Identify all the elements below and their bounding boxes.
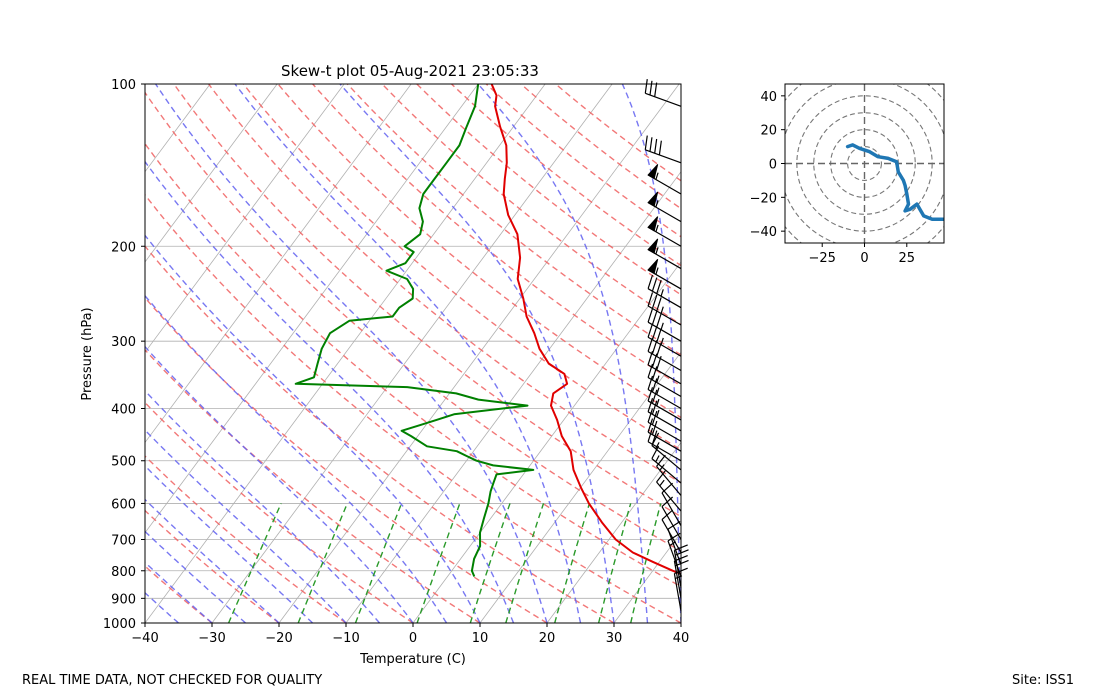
y-tick-label: 300 xyxy=(111,335,136,350)
x-tick-label: 30 xyxy=(606,631,623,646)
hodograph-y-tick-label: −40 xyxy=(750,225,777,240)
moist-adiabat xyxy=(0,84,346,623)
isotherm-line xyxy=(547,84,947,623)
hodograph-y-tick-label: 0 xyxy=(769,158,777,173)
hodograph-x-tick-label: −25 xyxy=(808,251,835,266)
chart-title: Skew-t plot 05-Aug-2021 23:05:33 xyxy=(281,62,539,80)
y-tick-label: 600 xyxy=(111,497,136,512)
mixing-ratio-line xyxy=(506,503,544,623)
y-tick-label: 400 xyxy=(111,403,136,418)
moist-adiabat xyxy=(94,84,513,623)
dry-adiabat xyxy=(0,84,346,623)
skewt-chart: Skew-t plot 05-Aug-2021 23:05:33 −40 −30 −… xyxy=(0,62,1100,667)
site-label: Site: ISS1 xyxy=(1012,673,1074,688)
x-tick-label: −10 xyxy=(332,631,359,646)
moist-adiabat xyxy=(478,84,648,623)
y-tick-label: 700 xyxy=(111,534,136,549)
dewpoint-profile xyxy=(296,84,534,577)
hodograph-y-tick-label: 40 xyxy=(760,90,777,105)
isotherm-line xyxy=(0,84,76,623)
y-tick-label: 800 xyxy=(111,565,136,580)
y-tick-label: 100 xyxy=(111,78,136,93)
x-tick-label: 0 xyxy=(409,631,417,646)
dry-adiabat xyxy=(347,84,1100,623)
y-tick-label: 900 xyxy=(111,592,136,607)
x-tick-label: 40 xyxy=(673,631,690,646)
isotherm-line xyxy=(11,84,411,623)
isotherm-line xyxy=(413,84,813,623)
wind-barb xyxy=(648,192,681,222)
moist-adiabat xyxy=(5,84,446,623)
dry-adiabat xyxy=(521,84,1100,623)
dry-adiabat xyxy=(0,84,212,623)
isotherm-line xyxy=(0,84,277,623)
mixing-ratio-line xyxy=(470,503,510,623)
figure-canvas: Skew-t plot 05-Aug-2021 23:05:33 −40 −30 −… xyxy=(0,0,1100,700)
y-axis-label: Pressure (hPa) xyxy=(80,307,95,400)
mixing-ratio-line xyxy=(599,503,631,623)
isotherm-line xyxy=(145,84,545,623)
mixing-ratio-line xyxy=(298,503,347,623)
y-tick-label: 1000 xyxy=(103,617,136,632)
x-tick-label: −20 xyxy=(265,631,292,646)
wind-barb xyxy=(648,292,681,325)
isotherm-line xyxy=(0,84,9,623)
wind-barb xyxy=(645,79,681,106)
x-tick-label: 10 xyxy=(472,631,489,646)
x-tick-label: −30 xyxy=(198,631,225,646)
moist-adiabat xyxy=(0,84,212,623)
x-tick-label: 20 xyxy=(539,631,556,646)
dry-adiabat xyxy=(382,84,1100,623)
hodograph-y-tick-label: 20 xyxy=(760,124,777,139)
moist-adiabat xyxy=(235,84,581,623)
x-axis-label: Temperature (C) xyxy=(359,652,466,667)
isotherm-line xyxy=(212,84,612,623)
moist-adiabat xyxy=(0,84,279,623)
quality-disclaimer: REAL TIME DATA, NOT CHECKED FOR QUALITY xyxy=(22,673,322,688)
isotherm-line xyxy=(346,84,746,623)
hodograph-trace xyxy=(848,145,946,219)
moist-adiabat xyxy=(340,84,614,623)
dry-adiabat xyxy=(243,84,1016,623)
dry-adiabat xyxy=(0,84,279,623)
y-tick-label: 200 xyxy=(111,240,136,255)
x-tick-label: −40 xyxy=(131,631,158,646)
mixing-ratio-line xyxy=(356,503,402,623)
hodograph-y-tick-label: −20 xyxy=(750,191,777,206)
y-tick-label: 500 xyxy=(111,455,136,470)
hodograph-x-tick-label: 0 xyxy=(860,251,868,266)
dry-adiabat xyxy=(556,84,1100,623)
isotherm-line xyxy=(78,84,478,623)
skewt-plot-frame xyxy=(145,84,681,623)
isotherm-line xyxy=(0,84,210,623)
wind-barb xyxy=(648,217,681,247)
hodograph-x-tick-label: 25 xyxy=(899,251,916,266)
hodograph-chart: −25 0 25 40 20 0 −20 −40 xyxy=(750,62,966,266)
wind-barb xyxy=(645,136,681,163)
isotherm-line xyxy=(480,84,880,623)
